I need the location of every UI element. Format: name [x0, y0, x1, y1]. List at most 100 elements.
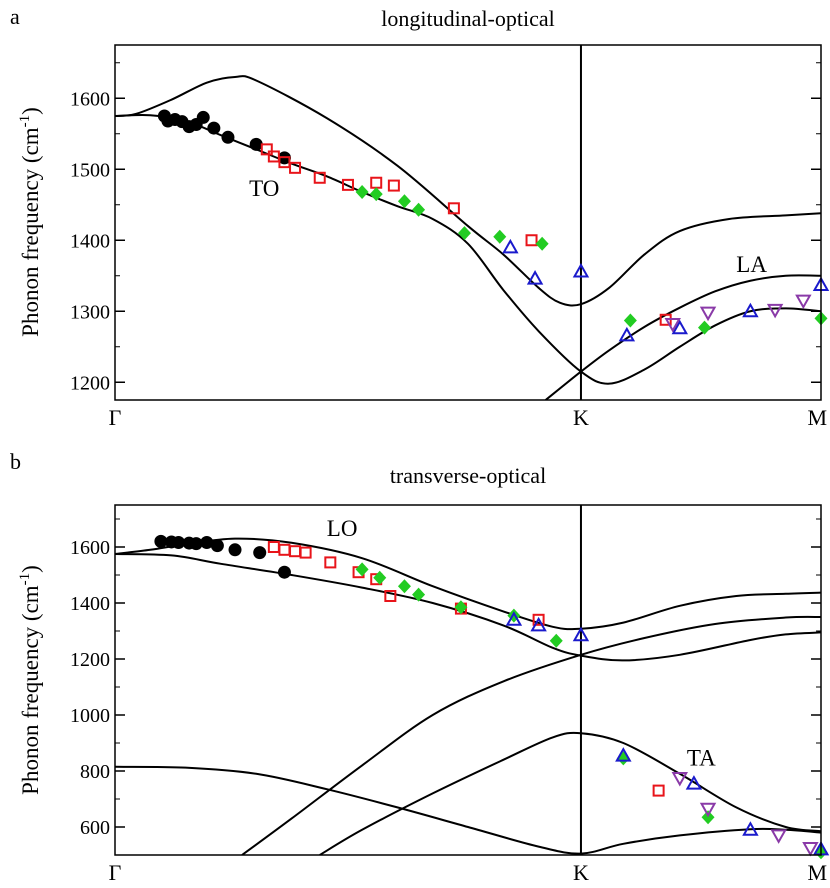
panel-a-square-point [341, 178, 354, 191]
y-tick-label: 1200 [70, 372, 110, 394]
panel-b-diamond-point [397, 579, 411, 594]
panel-b-circle-point [253, 546, 267, 560]
y-tick-label: 1400 [70, 230, 110, 252]
panel-a-circle-point [221, 130, 235, 144]
panel-b-square-point [278, 543, 291, 556]
panel-b-square-point [324, 556, 337, 569]
panel-b-ylabel-main: Phonon frequency (cm [18, 585, 43, 795]
panel-b-square-point [384, 590, 397, 602]
panel-a-square-point [289, 161, 302, 174]
panel-b-triangle-up-point [685, 775, 703, 790]
panel-b-diamond-point [454, 600, 468, 615]
panel-a-triangle-down-point [795, 294, 812, 310]
x-tick-label-K: K [573, 405, 589, 430]
panel-a-circle-point [196, 110, 210, 124]
panel-a-curve-1 [115, 114, 821, 385]
x-tick-label-M: M [807, 860, 827, 885]
annotation-TO: TO [249, 176, 279, 201]
panel-a-triangle-up-point [502, 238, 519, 254]
panel-a-curve-0 [115, 75, 821, 307]
panel-b-ylabel-sup: -1 [17, 573, 33, 586]
panel-a-diamond-point [369, 187, 383, 202]
panel-b-curve-4 [319, 731, 821, 855]
panel-b-square-point [299, 546, 312, 559]
panel-b-frame [114, 504, 822, 856]
panel-b: b transverse-optical Phonon frequency (c… [10, 449, 830, 885]
panel-a-diamond-point [535, 236, 549, 251]
panel-b-circle-point [189, 537, 203, 551]
panel-b-square-point [652, 784, 665, 797]
panel-a-annotations: TO LA [249, 176, 767, 277]
panel-a-circle-point [207, 121, 221, 135]
y-tick-label: 1600 [70, 537, 110, 559]
panel-b-ylabel: Phonon frequency (cm-1) [17, 565, 43, 795]
panel-a-label: a [10, 4, 20, 29]
panel-a-triangle-down-point [699, 306, 717, 322]
panel-b-circle-point [210, 539, 224, 553]
panel-b-title: transverse-optical [390, 463, 546, 488]
panel-a-ylabel: Phonon frequency (cm-1) [17, 107, 43, 337]
panel-a-circle-point [249, 137, 263, 151]
panel-b-dispersion-curves [115, 505, 821, 855]
y-tick-label: 800 [80, 761, 110, 783]
panel-b-circle-point [228, 543, 242, 557]
panel-a-triangle-up-point [572, 262, 590, 278]
panel-b-circle-point [277, 565, 291, 579]
panel-b-triangle-up-point [505, 611, 523, 626]
panel-b-triangle-up-point [615, 747, 632, 762]
x-tick-label-Γ: Γ [109, 860, 122, 885]
panel-a-square-point [313, 171, 326, 184]
panel-b-ylabel-close: ) [18, 565, 43, 573]
panel-a-square-point [370, 176, 383, 189]
panel-a-data-points [157, 109, 830, 342]
annotation-LA: LA [736, 252, 767, 277]
panel-a-dispersion-curves [115, 45, 821, 400]
panel-b-square-point [532, 613, 545, 626]
y-tick-label: 600 [80, 817, 110, 839]
panel-a-triangle-down-point [664, 318, 681, 333]
y-tick-label: 1200 [70, 649, 110, 671]
panel-b-diamond-point [549, 633, 563, 648]
panel-a-diamond-point [397, 194, 411, 209]
panel-b-circle-point [200, 536, 214, 550]
panel-b-triangle-up-point [572, 626, 590, 642]
panel-a-diamond-point [457, 226, 471, 241]
y-tick-label: 1400 [70, 593, 110, 615]
panel-a-square-point [387, 179, 400, 192]
panel-a-square-point [525, 234, 538, 247]
panel-a-square-point [447, 202, 460, 215]
y-tick-label: 1600 [70, 88, 110, 110]
panel-b-triangle-down-point [671, 772, 689, 787]
panel-b-circle-point [154, 534, 168, 548]
x-tick-label-Γ: Γ [109, 405, 122, 430]
panel-a-diamond-point [698, 320, 712, 335]
panel-b-triangle-up-point [742, 821, 759, 836]
panel-b-square-point [267, 541, 280, 553]
panel-b-label: b [10, 449, 21, 474]
panel-b-diamond-point [373, 570, 387, 585]
panel-b-triangle-up-point [530, 616, 547, 632]
panel-b-axes: 600 800 1000 1200 1400 1600 Γ K M [70, 518, 827, 885]
panel-a-curve-2 [545, 274, 821, 400]
panel-b-curve-3 [115, 765, 821, 855]
panel-a-triangle-down-point [766, 303, 784, 319]
panel-a-triangle-up-point [618, 326, 636, 342]
x-tick-label-M: M [807, 405, 827, 430]
panel-b-annotations: LO TA [327, 516, 716, 771]
panel-b-square-point [289, 545, 302, 558]
annotation-TA: TA [687, 745, 716, 770]
panel-b-diamond-point [412, 587, 426, 602]
panel-a-diamond-point [493, 229, 507, 244]
panel-a: a longitudinal-optical Phonon frequency … [10, 4, 830, 430]
panel-a-triangle-up-point [671, 319, 689, 335]
panel-a-diamond-point [623, 313, 637, 328]
annotation-LO: LO [327, 516, 358, 541]
panel-b-diamond-point [355, 562, 369, 577]
panel-a-frame [114, 44, 822, 401]
panel-a-diamond-point [355, 184, 369, 199]
y-tick-label: 1000 [70, 705, 110, 727]
x-tick-label-K: K [573, 860, 589, 885]
panel-a-title: longitudinal-optical [381, 6, 555, 31]
panel-a-diamond-point [412, 202, 426, 217]
